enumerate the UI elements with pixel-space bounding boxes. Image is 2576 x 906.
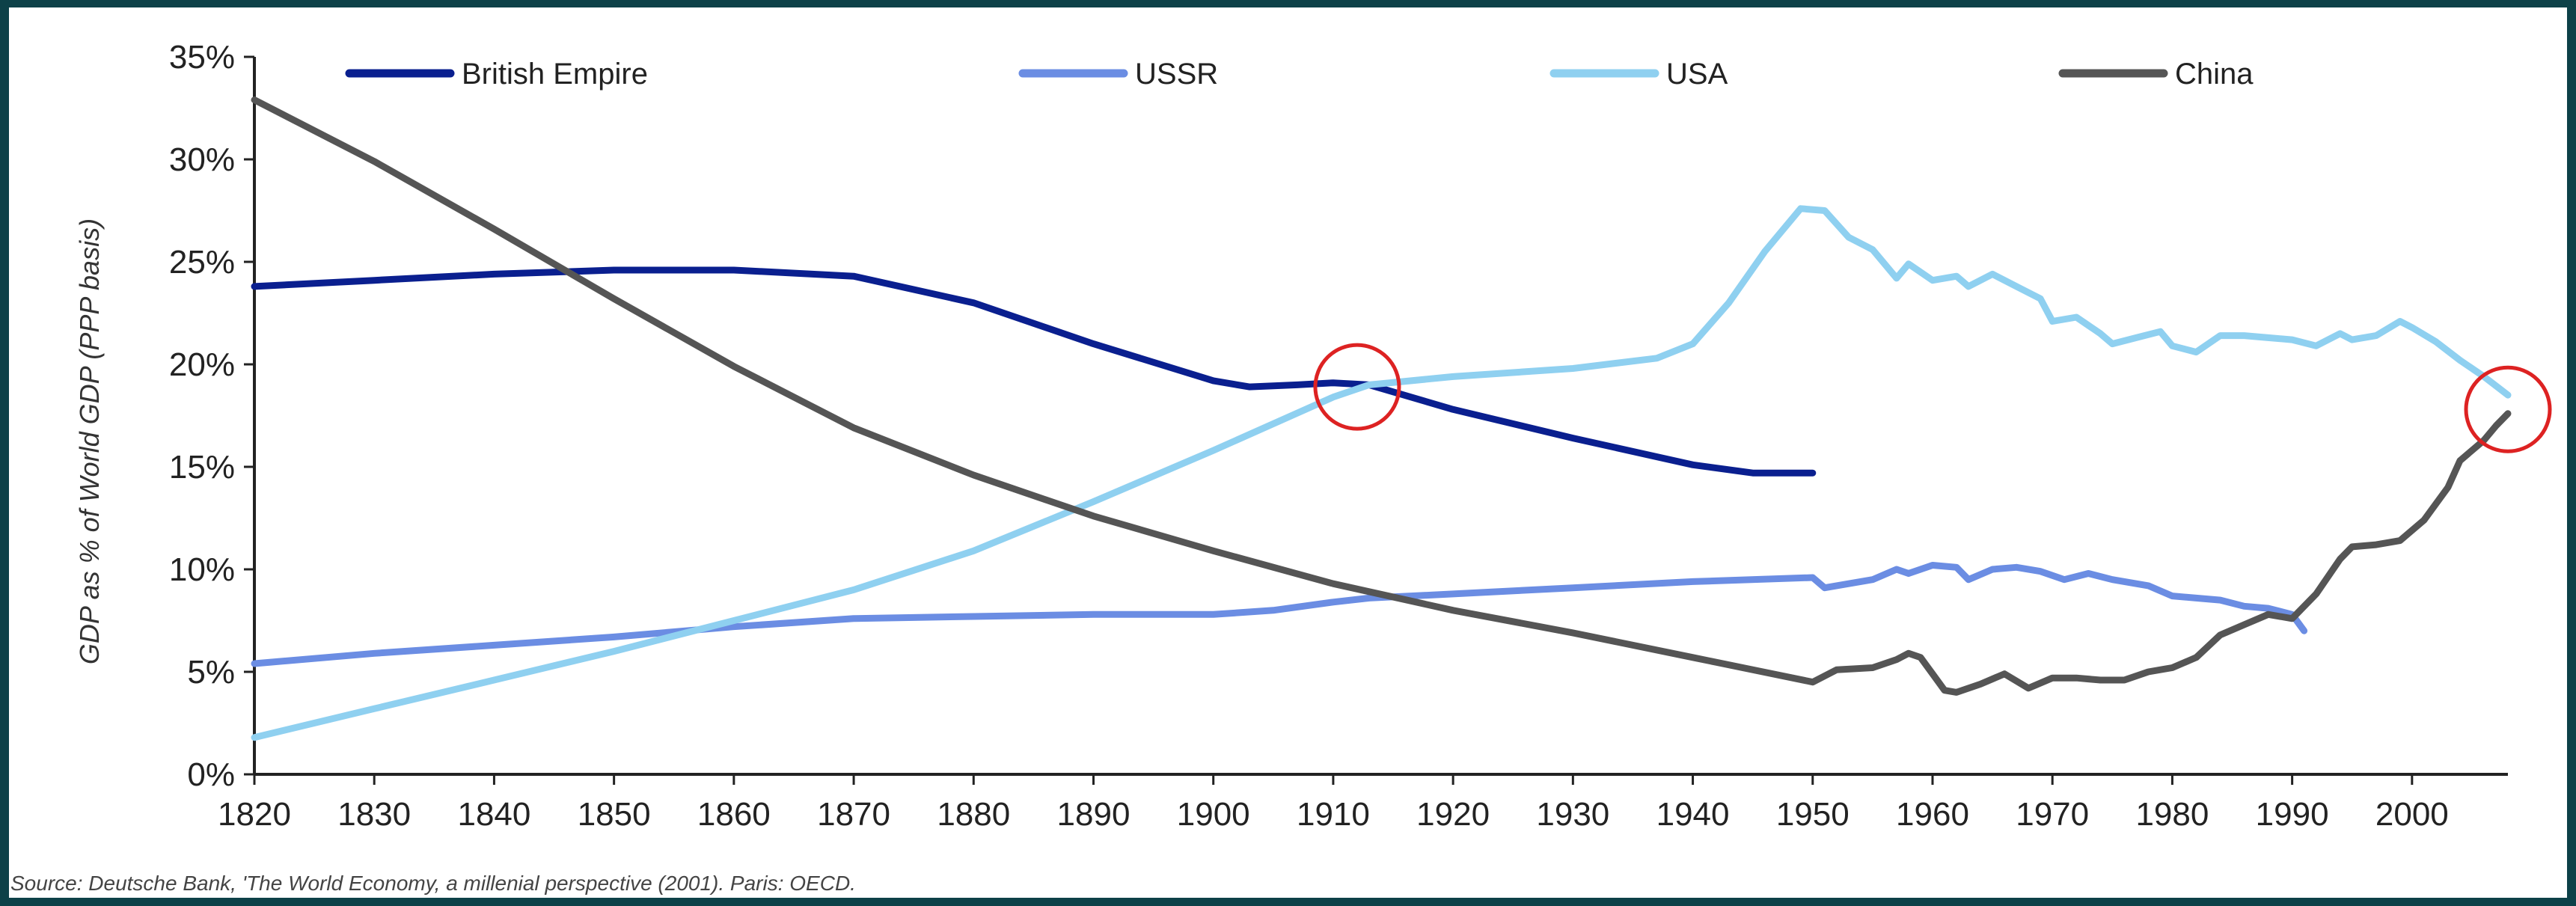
axes: 0% 5% 10% 15% 20% 25% 30% 35% 1820 1830 1840 1850 18… — [169, 39, 2508, 833]
series-line-ussr — [251, 562, 2308, 667]
y-tick-label: 10% — [169, 551, 235, 588]
legend-label-china: China — [2175, 58, 2254, 91]
y-tick-label: 5% — [187, 654, 235, 691]
x-tick-label: 1950 — [1776, 796, 1850, 833]
chart-panel: 0% 5% 10% 15% 20% 25% 30% 35% 1820 1830 1840 1850 18… — [9, 7, 2567, 898]
series-line-usa — [251, 205, 2512, 741]
y-axis-label: GDP as % of World GDP (PPP basis) — [74, 218, 105, 664]
x-tick-label: 1910 — [1297, 796, 1370, 833]
y-tick-label: 30% — [169, 141, 235, 178]
x-tick-label: 1940 — [1656, 796, 1730, 833]
line-chart: 0% 5% 10% 15% 20% 25% 30% 35% 1820 1830 1840 1850 18… — [10, 39, 2552, 895]
x-tick-label: 1960 — [1896, 796, 1969, 833]
y-tick-label: 0% — [187, 756, 235, 793]
y-tick-label: 15% — [169, 449, 235, 486]
x-tick-label: 1820 — [218, 796, 291, 833]
annotations — [1313, 343, 2552, 453]
series-lines — [251, 97, 2512, 741]
x-tick-label: 1900 — [1177, 796, 1250, 833]
x-tick-label: 1840 — [457, 796, 530, 833]
x-tick-label: 1860 — [697, 796, 771, 833]
x-tick-label: 1980 — [2135, 796, 2209, 833]
x-tick-label: 1890 — [1057, 796, 1131, 833]
x-tick-label: 1850 — [578, 796, 651, 833]
x-tick-label: 1830 — [337, 796, 411, 833]
y-tick-label: 35% — [169, 39, 235, 76]
y-tick-label: 25% — [169, 244, 235, 281]
x-tick-label: 1970 — [2016, 796, 2089, 833]
x-tick-label: 1990 — [2256, 796, 2329, 833]
source-note: Source: Deutsche Bank, 'The World Econom… — [10, 872, 856, 895]
x-tick-label: 1870 — [817, 796, 890, 833]
legend-label-usa: USA — [1666, 58, 1728, 91]
x-tick-label: 1930 — [1536, 796, 1609, 833]
y-tick-label: 20% — [169, 346, 235, 383]
legend-label-ussr: USSR — [1135, 58, 1218, 91]
highlight-circle-1 — [1313, 343, 1401, 431]
series-line-china — [251, 97, 2512, 696]
legend: British Empire USSR USA China — [345, 58, 2254, 91]
x-tick-label: 2000 — [2375, 796, 2449, 833]
x-tick-label: 1920 — [1416, 796, 1490, 833]
x-tick-label: 1880 — [937, 796, 1010, 833]
highlight-circle-2 — [2464, 365, 2552, 453]
legend-label-british-empire: British Empire — [462, 58, 648, 91]
series-line-british-empire — [251, 266, 1817, 477]
